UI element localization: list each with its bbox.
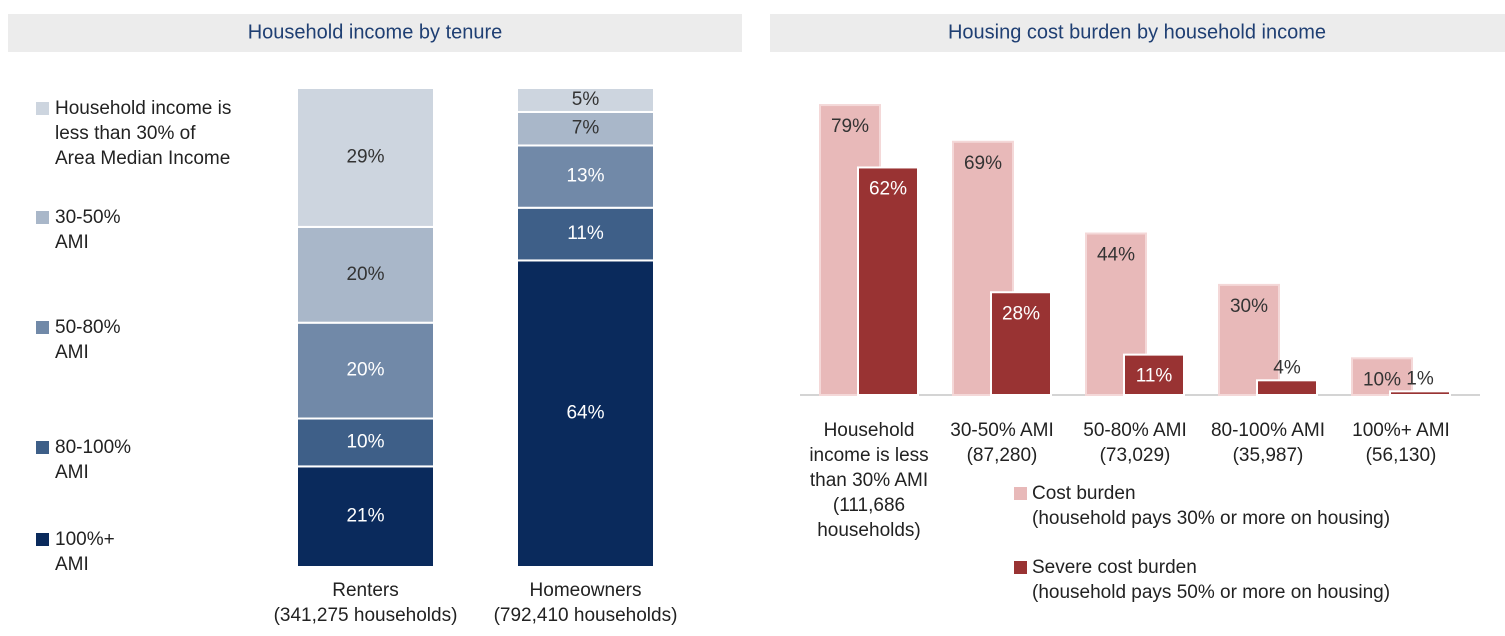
bar-segment <box>516 110 655 147</box>
x-tick-label: 100%+ AMI (56,130) <box>1352 420 1450 466</box>
bar <box>1218 283 1280 396</box>
title-band <box>770 14 1505 52</box>
legend-swatch <box>1014 487 1027 500</box>
bar <box>1389 390 1451 396</box>
x-tick-label: Homeowners (792,410 households) <box>493 580 678 626</box>
x-tick-label: 30-50% AMI (87,280) <box>950 420 1054 466</box>
bar <box>990 291 1052 396</box>
x-tick-label: Household income is less than 30% AMI (1… <box>809 420 929 541</box>
value-label: 62% <box>869 178 907 199</box>
value-label: 20% <box>346 264 384 285</box>
value-label: 20% <box>346 360 384 381</box>
bar-segment <box>296 225 435 324</box>
legend-label: 80-100% AMI <box>55 437 132 483</box>
value-label: 28% <box>1002 303 1040 324</box>
bar <box>1351 357 1413 396</box>
chart-title: Household income by tenure <box>248 21 503 43</box>
legend-swatch <box>36 211 49 224</box>
value-label: 11% <box>567 223 604 244</box>
bar-segment <box>516 87 655 113</box>
value-label: 4% <box>1273 357 1301 378</box>
legend-label: 100%+ AMI <box>55 529 115 575</box>
legend-label: Cost burden (household pays 30% or more … <box>1032 483 1391 529</box>
bar-segment <box>516 259 655 568</box>
value-label: 64% <box>566 403 604 424</box>
legend-swatch <box>36 321 49 334</box>
value-label: 29% <box>346 146 384 167</box>
value-label: 10% <box>346 431 384 452</box>
chart-title: Housing cost burden by household income <box>948 21 1326 43</box>
title-band <box>8 14 742 52</box>
value-label: 79% <box>831 116 869 137</box>
bar <box>1256 379 1318 397</box>
value-label: 11% <box>1136 366 1173 387</box>
legend-swatch <box>1014 561 1027 574</box>
legend-swatch <box>36 441 49 454</box>
x-tick-label: 80-100% AMI (35,987) <box>1210 420 1326 466</box>
x-tick-label: Renters (341,275 households) <box>273 580 458 626</box>
value-label: 1% <box>1406 368 1434 389</box>
bar <box>857 166 919 396</box>
legend-label: 50-80% AMI <box>55 317 121 363</box>
bar-segment <box>296 465 435 568</box>
value-label: 10% <box>1363 369 1401 390</box>
legend-swatch <box>36 533 49 546</box>
bar-segment <box>296 87 435 228</box>
x-tick-label: 50-80% AMI (73,029) <box>1083 420 1187 466</box>
bar <box>1123 353 1185 397</box>
value-label: 13% <box>566 166 604 187</box>
legend-label: Severe cost burden (household pays 50% o… <box>1032 557 1391 603</box>
bar-segment <box>516 206 655 262</box>
value-label: 30% <box>1230 296 1268 317</box>
legend-label: 30-50% AMI <box>55 207 121 253</box>
legend-swatch <box>36 102 49 115</box>
value-label: 69% <box>964 153 1002 174</box>
value-label: 5% <box>572 89 600 110</box>
value-label: 44% <box>1097 245 1135 266</box>
value-label: 21% <box>346 506 384 527</box>
value-label: 7% <box>572 118 600 139</box>
legend-label: Household income is less than 30% of Are… <box>55 98 232 169</box>
